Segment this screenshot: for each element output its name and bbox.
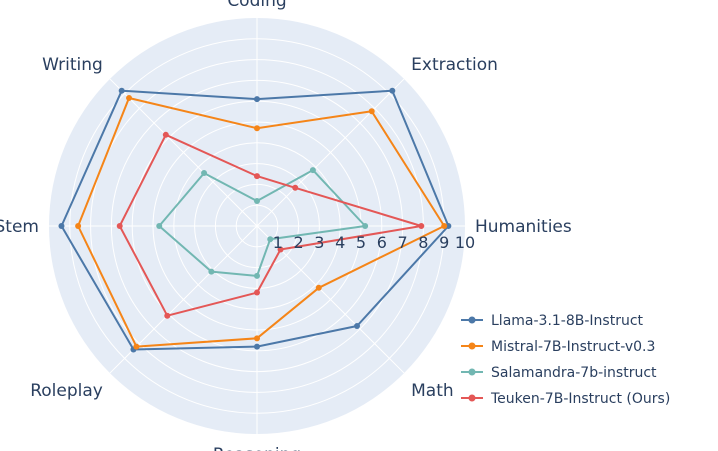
series-1-point-coding — [254, 96, 260, 103]
series-3-point-extraction — [309, 167, 316, 174]
axis-label-reasoning: Reasoning — [213, 445, 301, 451]
series-3-point-humanities — [362, 223, 369, 229]
series-2-point-roleplay — [133, 343, 140, 350]
spoke-extraction — [256, 78, 405, 227]
series-3-point-stem — [156, 223, 163, 229]
legend-label-2: Mistral-7B-Instruct-v0.3 — [491, 339, 655, 355]
axis-label-writing: Writing — [42, 55, 103, 75]
axis-label-math: Math — [411, 381, 454, 401]
series-2-point-stem — [75, 223, 82, 229]
series-1-point-math — [354, 323, 361, 330]
radial-tick-7: 7 — [398, 233, 408, 252]
legend-label-4: Teuken-7B-Instruct (Ours) — [490, 391, 670, 407]
legend-swatch-marker-2 — [468, 342, 476, 350]
series-3-point-coding — [254, 198, 260, 205]
series-1-point-extraction — [389, 87, 396, 94]
legend-swatch-marker-3 — [468, 368, 476, 376]
series-layer — [58, 87, 452, 353]
axis-labels: Humanities Extraction Coding Writing Stem Rol… — [0, 0, 572, 451]
series-4-point-coding — [254, 173, 260, 180]
legend-label-1: Llama-3.1-8B-Instruct — [491, 313, 644, 329]
series-4-point-math — [277, 246, 284, 253]
series-1-point-writing — [118, 87, 125, 94]
spoke-writing — [109, 78, 258, 227]
legend-swatch-marker-4 — [468, 394, 476, 402]
legend-label-3: Salamandra-7b-instruct — [491, 365, 657, 381]
series-1-point-reasoning — [254, 343, 260, 350]
series-2-point-reasoning — [254, 335, 260, 342]
series-3-point-math — [267, 236, 274, 243]
radial-tick-9: 9 — [439, 233, 449, 252]
series-4-point-stem — [116, 223, 123, 229]
series-1-point-humanities — [445, 223, 452, 229]
series-2-point-humanities — [441, 223, 448, 229]
radial-tick-labels: 1 2 3 4 5 6 7 8 9 10 — [273, 233, 475, 252]
radial-tick-6: 6 — [377, 233, 387, 252]
series-4-point-humanities — [418, 223, 425, 229]
angular-gridlines — [49, 18, 465, 434]
series-3-point-reasoning — [254, 272, 260, 279]
axis-label-extraction: Extraction — [411, 55, 498, 75]
series-3-point-writing — [201, 170, 208, 177]
axis-label-roleplay: Roleplay — [30, 381, 103, 401]
series-3-point-roleplay — [208, 268, 215, 275]
series-2-point-extraction — [368, 108, 375, 115]
series-4-point-reasoning — [254, 289, 260, 296]
radial-tick-4: 4 — [335, 233, 345, 252]
radial-tick-2: 2 — [294, 233, 304, 252]
radial-tick-5: 5 — [356, 233, 366, 252]
axis-label-humanities: Humanities — [475, 217, 572, 237]
series-4-point-writing — [162, 131, 169, 138]
series-4-point-extraction — [292, 184, 299, 191]
radial-tick-8: 8 — [418, 233, 428, 252]
series-4-point-roleplay — [164, 312, 171, 319]
axis-label-stem: Stem — [0, 217, 39, 237]
axis-label-coding: Coding — [227, 0, 286, 11]
radial-tick-1: 1 — [273, 233, 283, 252]
series-2-point-coding — [254, 125, 260, 132]
radial-tick-10: 10 — [455, 233, 475, 252]
series-2-point-writing — [126, 95, 133, 102]
series-2-point-math — [315, 284, 322, 291]
series-1-point-stem — [58, 223, 65, 229]
legend-swatch-marker-1 — [468, 316, 476, 324]
legend: Llama-3.1-8B-Instruct Mistral-7B-Instruct… — [461, 313, 670, 407]
radial-tick-3: 3 — [314, 233, 324, 252]
